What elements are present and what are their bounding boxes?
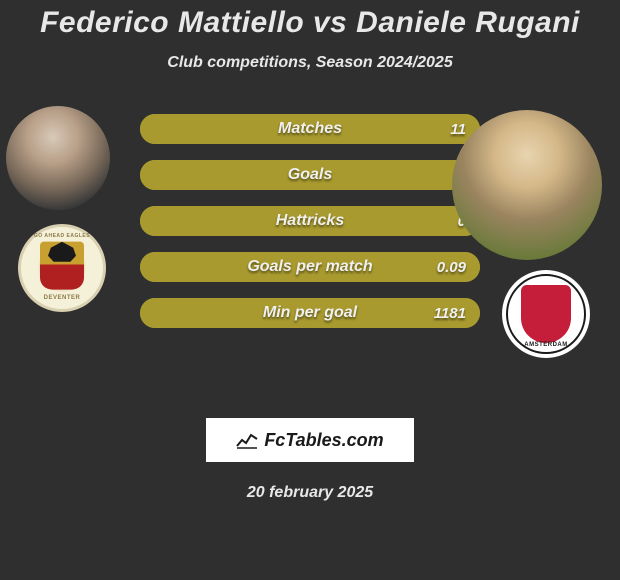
stats-bars: Matches11 Goals1 Hattricks0 Goals per match…: [140, 114, 480, 344]
club-left-text-top: GO AHEAD EAGLES: [21, 233, 103, 239]
page-subtitle: Club competitions, Season 2024/2025: [0, 54, 620, 72]
stat-value: 1181: [434, 298, 466, 328]
footer-logo-text: FcTables.com: [264, 430, 383, 451]
stat-label: Hattricks: [140, 206, 480, 236]
stat-label: Matches: [140, 114, 480, 144]
stat-row: Hattricks0: [140, 206, 480, 236]
player-right-avatar: [452, 110, 602, 260]
player-left-column: GO AHEAD EAGLES DEVENTER: [6, 106, 126, 312]
club-badge-right: AJAX AMSTERDAM: [502, 270, 590, 358]
club-badge-left: GO AHEAD EAGLES DEVENTER: [18, 224, 106, 312]
page-title: Federico Mattiello vs Daniele Rugani: [0, 6, 620, 40]
footer-logo: FcTables.com: [206, 418, 414, 462]
club-left-text-bottom: DEVENTER: [21, 295, 103, 301]
stat-value: 11: [450, 114, 466, 144]
header: Federico Mattiello vs Daniele Rugani Clu…: [0, 0, 620, 72]
club-right-text-bottom: AMSTERDAM: [502, 342, 590, 348]
player-right-column: AJAX AMSTERDAM: [492, 110, 602, 358]
stat-row: Goals1: [140, 160, 480, 190]
stat-row: Matches11: [140, 114, 480, 144]
stat-label: Goals: [140, 160, 480, 190]
stat-row: Goals per match0.09: [140, 252, 480, 282]
stat-label: Goals per match: [140, 252, 480, 282]
chart-icon: [236, 431, 258, 449]
club-right-shield: [521, 285, 571, 343]
stat-row: Min per goal1181: [140, 298, 480, 328]
comparison-content: GO AHEAD EAGLES DEVENTER Matches11Goals1…: [0, 106, 620, 396]
stat-label: Min per goal: [140, 298, 480, 328]
footer-date: 20 february 2025: [0, 484, 620, 502]
player-left-avatar: [6, 106, 110, 210]
stat-value: 0.09: [437, 252, 466, 282]
